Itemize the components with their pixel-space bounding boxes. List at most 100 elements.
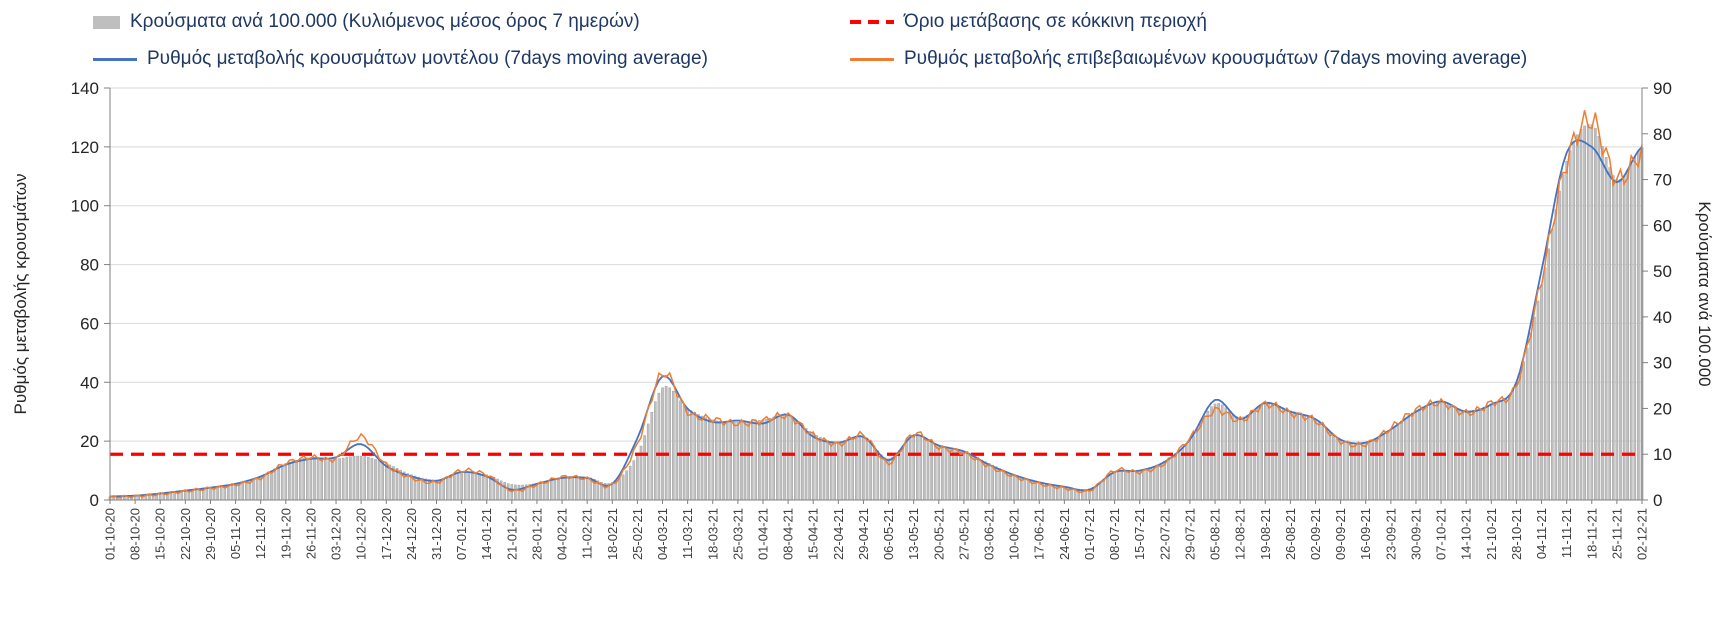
y-axis-left-labels: 0 20 40 60 80 100 120 140 (71, 79, 99, 510)
svg-text:25-02-21: 25-02-21 (630, 508, 645, 560)
svg-text:14-01-21: 14-01-21 (479, 508, 494, 560)
svg-text:24-12-20: 24-12-20 (404, 508, 419, 560)
svg-text:10-06-21: 10-06-21 (1007, 508, 1022, 560)
bars-series (108, 124, 1644, 501)
svg-text:22-10-20: 22-10-20 (178, 508, 193, 560)
svg-text:08-04-21: 08-04-21 (781, 508, 796, 560)
svg-text:01-07-21: 01-07-21 (1082, 508, 1097, 560)
svg-text:40: 40 (1653, 308, 1672, 327)
svg-text:60: 60 (80, 314, 99, 333)
svg-text:70: 70 (1653, 171, 1672, 190)
svg-text:04-11-21: 04-11-21 (1534, 508, 1549, 559)
svg-text:08-10-20: 08-10-20 (128, 508, 143, 560)
svg-text:20: 20 (1653, 399, 1672, 418)
svg-text:05-08-21: 05-08-21 (1208, 508, 1223, 560)
svg-text:14-10-21: 14-10-21 (1459, 508, 1474, 560)
svg-text:21-10-21: 21-10-21 (1484, 508, 1499, 560)
legend-label-bars: Κρούσματα ανά 100.000 (Κυλιόμενος μέσος … (130, 11, 640, 32)
svg-text:02-09-21: 02-09-21 (1308, 508, 1323, 560)
svg-text:15-04-21: 15-04-21 (806, 508, 821, 560)
svg-text:50: 50 (1653, 262, 1672, 281)
gridlines (110, 87, 1642, 442)
svg-text:80: 80 (1653, 125, 1672, 144)
svg-text:12-11-20: 12-11-20 (253, 508, 268, 559)
legend-label-confirmed: Ρυθμός μεταβολής επιβεβαιωμένων κρουσμάτ… (904, 48, 1528, 69)
svg-text:11-11-21: 11-11-21 (1559, 508, 1574, 558)
svg-text:06-05-21: 06-05-21 (881, 508, 896, 560)
legend-label-model: Ρυθμός μεταβολής κρουσμάτων μοντέλου (7d… (147, 48, 708, 69)
svg-text:140: 140 (71, 79, 99, 98)
svg-text:27-05-21: 27-05-21 (956, 508, 971, 560)
svg-text:17-12-20: 17-12-20 (379, 508, 394, 560)
svg-text:120: 120 (71, 138, 99, 157)
svg-text:18-02-21: 18-02-21 (605, 508, 620, 560)
y-axis-right-labels: 0 10 20 30 40 50 60 70 80 90 (1653, 79, 1672, 510)
svg-text:23-09-21: 23-09-21 (1383, 508, 1398, 560)
svg-text:09-09-21: 09-09-21 (1333, 508, 1348, 560)
svg-text:20: 20 (80, 432, 99, 451)
svg-text:0: 0 (90, 491, 99, 510)
svg-text:29-07-21: 29-07-21 (1182, 508, 1197, 560)
svg-text:03-06-21: 03-06-21 (982, 508, 997, 560)
svg-text:07-10-21: 07-10-21 (1434, 508, 1449, 560)
svg-text:21-01-21: 21-01-21 (504, 508, 519, 560)
threshold-swatch (850, 20, 894, 24)
svg-text:12-08-21: 12-08-21 (1233, 508, 1248, 560)
chart-legend: Κρούσματα ανά 100.000 (Κυλιόμενος μέσος … (0, 0, 1712, 82)
svg-text:05-11-20: 05-11-20 (228, 508, 243, 559)
svg-text:29-10-20: 29-10-20 (203, 508, 218, 560)
left-axis-title: Ρυθμός μεταβολής κρουσμάτων (11, 174, 30, 415)
svg-text:07-01-21: 07-01-21 (454, 508, 469, 560)
svg-text:13-05-21: 13-05-21 (906, 508, 921, 560)
svg-text:11-02-21: 11-02-21 (580, 508, 595, 559)
legend-item-threshold: Όριο μετάβασης σε κόκκινη περιοχή (850, 11, 1207, 33)
svg-text:60: 60 (1653, 216, 1672, 235)
confirmed-line-swatch (850, 57, 894, 61)
svg-text:22-04-21: 22-04-21 (831, 508, 846, 560)
legend-item-confirmed-line: Ρυθμός μεταβολής επιβεβαιωμένων κρουσμάτ… (850, 48, 1527, 70)
svg-text:26-08-21: 26-08-21 (1283, 508, 1298, 560)
svg-text:15-07-21: 15-07-21 (1132, 508, 1147, 560)
svg-text:40: 40 (80, 373, 99, 392)
right-axis-title: Κρούσματα ανά 100.000 (1695, 201, 1712, 386)
svg-text:08-07-21: 08-07-21 (1107, 508, 1122, 560)
legend-item-bars: Κρούσματα ανά 100.000 (Κυλιόμενος μέσος … (93, 11, 640, 33)
svg-text:02-12-21: 02-12-21 (1635, 508, 1650, 560)
svg-text:01-04-21: 01-04-21 (756, 508, 771, 560)
svg-text:04-02-21: 04-02-21 (555, 508, 570, 560)
svg-text:03-12-20: 03-12-20 (329, 508, 344, 560)
svg-text:10-12-20: 10-12-20 (354, 508, 369, 560)
svg-text:20-05-21: 20-05-21 (931, 508, 946, 560)
svg-text:100: 100 (71, 197, 99, 216)
svg-text:04-03-21: 04-03-21 (655, 508, 670, 560)
svg-text:18-03-21: 18-03-21 (705, 508, 720, 560)
svg-text:19-08-21: 19-08-21 (1258, 508, 1273, 560)
svg-text:22-07-21: 22-07-21 (1157, 508, 1172, 560)
svg-text:90: 90 (1653, 79, 1672, 98)
legend-label-threshold: Όριο μετάβασης σε κόκκινη περιοχή (904, 11, 1207, 32)
svg-text:18-11-21: 18-11-21 (1584, 508, 1599, 559)
svg-text:01-10-20: 01-10-20 (103, 508, 118, 560)
svg-text:11-03-21: 11-03-21 (680, 508, 695, 559)
svg-text:0: 0 (1653, 491, 1662, 510)
svg-text:28-10-21: 28-10-21 (1509, 508, 1524, 560)
x-axis-labels: 01-10-20 08-10-20 15-10-20 22-10-20 29-10-20… (103, 508, 1650, 560)
svg-text:26-11-20: 26-11-20 (303, 508, 318, 559)
svg-text:17-06-21: 17-06-21 (1032, 508, 1047, 560)
svg-text:25-03-21: 25-03-21 (730, 508, 745, 560)
svg-text:19-11-20: 19-11-20 (278, 508, 293, 559)
svg-text:16-09-21: 16-09-21 (1358, 508, 1373, 560)
svg-text:30: 30 (1653, 354, 1672, 373)
svg-text:15-10-20: 15-10-20 (153, 508, 168, 560)
svg-text:24-06-21: 24-06-21 (1057, 508, 1072, 560)
svg-text:80: 80 (80, 256, 99, 275)
axes (104, 87, 1648, 504)
svg-text:25-11-21: 25-11-21 (1609, 508, 1624, 559)
svg-text:29-04-21: 29-04-21 (856, 508, 871, 560)
svg-text:28-01-21: 28-01-21 (530, 508, 545, 560)
confirmed-line (109, 110, 1643, 499)
legend-item-model-line: Ρυθμός μεταβολής κρουσμάτων μοντέλου (7d… (93, 48, 708, 70)
svg-text:31-12-20: 31-12-20 (429, 508, 444, 560)
